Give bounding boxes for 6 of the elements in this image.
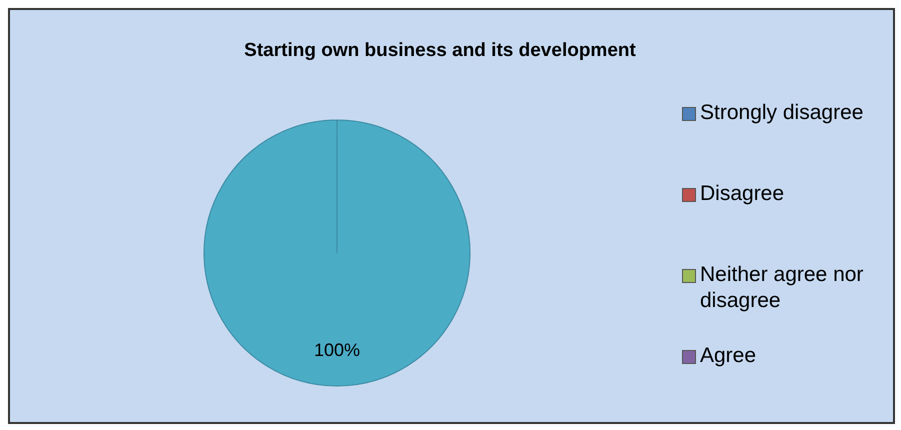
data-label: 100%	[314, 340, 360, 360]
legend-label: Strongly disagree	[700, 100, 864, 126]
legend-label: Agree	[700, 343, 756, 369]
legend-label: Disagree	[700, 181, 784, 207]
legend-label: Neither agree nor disagree	[700, 262, 864, 314]
chart-title: Starting own business and its development	[243, 40, 637, 62]
